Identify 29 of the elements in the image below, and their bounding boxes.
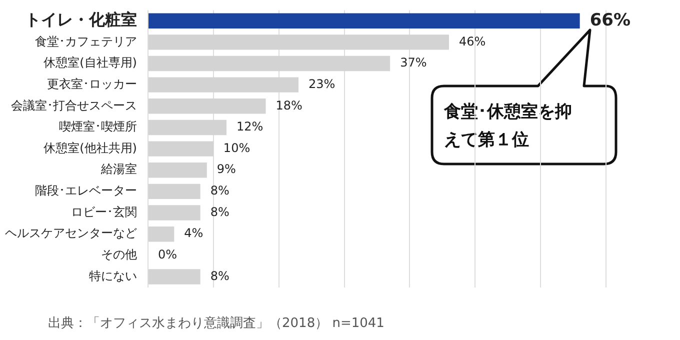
y-tick-label: 食堂･カフェテリア [35,34,137,48]
y-tick-label: 階段･エレベーター [35,184,137,198]
y-tick-label: 休憩室(他社共用) [44,140,137,155]
annotation: 食堂･休憩室を抑えて第１位 [444,101,573,152]
data-label: 9% [216,162,236,176]
y-tick-label: ロビー･玄関 [71,204,137,219]
data-label: 8% [210,204,230,219]
y-tick-label: 喫煙室･喫煙所 [59,120,137,134]
y-tick-label: 給湯室 [100,162,137,176]
y-tick-label: 更衣室･ロッカー [47,76,137,91]
y-tick-label: 特にない [89,268,137,283]
data-label: 12% [236,120,264,134]
data-label: 66% [590,10,631,30]
y-tick-label: 休憩室(自社専用) [44,56,137,70]
data-label: 46% [458,34,486,48]
y-tick-label: トイレ・化粧室 [25,10,137,30]
data-label: 8% [210,268,230,283]
data-label: 0% [158,248,178,262]
bar [148,13,580,28]
data-label: 4% [184,226,204,240]
data-label: 18% [276,98,302,112]
y-tick-label: ヘルスケアセンターなど [5,226,137,240]
source-note: 出典：「オフィス水まわり意識調査」（2018） n=1041 [48,315,386,332]
data-label: 37% [400,56,427,70]
y-tick-label: 会議室･打合せスペース [11,98,137,112]
y-tick-label: その他 [101,248,137,262]
data-label: 8% [210,184,230,198]
data-label: 10% [223,140,250,155]
data-label: 23% [308,76,336,91]
